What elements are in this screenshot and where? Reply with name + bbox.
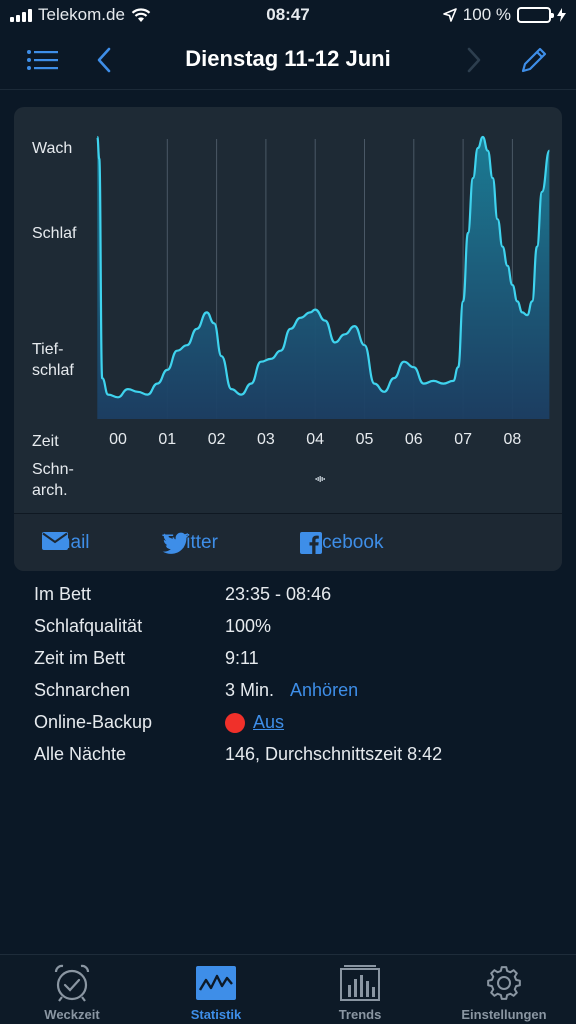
detail-row-alle-naechte: Alle Nächte 146, Durchschnittszeit 8:42 bbox=[0, 738, 576, 770]
sleep-chart-card: Wach Schlaf Tief- schlaf Zeit 00 01 02 03 04… bbox=[14, 107, 562, 571]
detail-key: Online-Backup bbox=[34, 712, 153, 732]
trends-bars-icon bbox=[340, 965, 380, 1001]
y-label-wach: Wach bbox=[32, 140, 73, 157]
detail-key: Schnarchen bbox=[34, 680, 131, 700]
next-day-button[interactable] bbox=[456, 42, 492, 78]
snore-mark bbox=[319, 476, 321, 482]
sleep-area bbox=[97, 137, 550, 419]
x-label-zeit: Zeit bbox=[32, 433, 59, 450]
detail-value: 9:11 bbox=[225, 648, 259, 668]
x-tick-label: 04 bbox=[306, 431, 325, 448]
facebook-icon bbox=[300, 532, 322, 554]
tab-bar: Weckzeit Statistik Trends bbox=[0, 954, 576, 1024]
share-row: Email Twitter Facebook bbox=[14, 513, 562, 571]
x-tick-label: 01 bbox=[158, 431, 177, 448]
twitter-bird-icon bbox=[162, 532, 189, 554]
share-twitter-button[interactable]: Twitter bbox=[162, 532, 218, 554]
tab-weckzeit[interactable]: Weckzeit bbox=[0, 963, 144, 1022]
x-tick-label: 02 bbox=[207, 431, 226, 448]
y-label-tiefschlaf-line2: schlaf bbox=[32, 362, 74, 379]
chevron-left-icon bbox=[97, 47, 111, 73]
snore-label-line1: Schn- bbox=[32, 461, 74, 478]
carrier-name: Telekom.de bbox=[38, 5, 125, 24]
status-left: Telekom.de bbox=[10, 5, 151, 25]
status-right: 100 % bbox=[442, 5, 566, 25]
snore-mark bbox=[323, 478, 325, 480]
backup-status-dot bbox=[225, 712, 245, 733]
detail-row-schlafqualitaet: Schlafqualität 100% bbox=[0, 610, 576, 642]
listen-snoring-link[interactable]: Anhören bbox=[290, 680, 359, 700]
x-tick-label: 07 bbox=[454, 431, 472, 448]
gear-outline bbox=[487, 966, 521, 1000]
tab-label: Trends bbox=[338, 1007, 382, 1022]
detail-value: 3 Min. bbox=[225, 680, 275, 700]
status-bar: Telekom.de 08:47 100 % bbox=[0, 0, 576, 30]
location-arrow-icon bbox=[442, 8, 457, 22]
x-tick-label: 06 bbox=[404, 431, 423, 448]
detail-value: 100% bbox=[225, 616, 272, 636]
detail-key: Zeit im Bett bbox=[34, 648, 126, 668]
wifi-icon bbox=[131, 8, 151, 22]
detail-row-zeit-im-bett: Zeit im Bett 9:11 bbox=[0, 642, 576, 674]
alarm-clock-icon bbox=[54, 964, 90, 1002]
charging-bolt-icon bbox=[557, 8, 566, 22]
list-menu-button[interactable] bbox=[24, 42, 60, 78]
detail-row-online-backup: Online-Backup Aus bbox=[0, 706, 576, 738]
tab-label: Statistik bbox=[190, 1007, 242, 1022]
snore-label: Schn- arch. bbox=[32, 459, 74, 501]
snore-mark bbox=[317, 477, 319, 481]
sleep-line bbox=[96, 135, 551, 399]
page-title: Dienstag 11-12 Juni bbox=[185, 46, 391, 71]
envelope-icon bbox=[42, 532, 68, 550]
pencil-icon bbox=[521, 47, 547, 73]
signal-bars-icon bbox=[10, 8, 32, 22]
y-label-tiefschlaf-line1: Tief- bbox=[32, 341, 64, 358]
online-backup-link[interactable]: Aus bbox=[253, 712, 285, 732]
battery-percent: 100 % bbox=[462, 5, 511, 24]
snore-mark bbox=[321, 477, 323, 481]
nav-bar: Dienstag 11-12 Juni bbox=[0, 30, 576, 90]
tab-label: Weckzeit bbox=[44, 1007, 100, 1022]
detail-value: 23:35 - 08:46 bbox=[225, 584, 332, 604]
x-tick-label: 05 bbox=[355, 431, 374, 448]
tab-label: Einstellungen bbox=[461, 1007, 547, 1022]
share-facebook-button[interactable]: Facebook bbox=[300, 532, 383, 554]
x-tick-label: 08 bbox=[503, 431, 522, 448]
list-icon bbox=[27, 50, 58, 70]
y-label-tiefschlaf: Tief- schlaf bbox=[32, 339, 74, 381]
chevron-right-icon bbox=[467, 47, 481, 73]
sleep-chart[interactable] bbox=[14, 107, 562, 513]
detail-row-schnarchen: Schnarchen 3 Min. Anhören bbox=[0, 674, 576, 706]
edit-button[interactable] bbox=[516, 42, 552, 78]
status-time: 08:47 bbox=[266, 5, 310, 24]
tab-statistik[interactable]: Statistik bbox=[144, 963, 288, 1022]
tab-einstellungen[interactable]: Einstellungen bbox=[432, 963, 576, 1022]
detail-key: Alle Nächte bbox=[34, 744, 127, 764]
share-email-button[interactable]: Email bbox=[42, 532, 90, 554]
battery-icon bbox=[517, 7, 554, 23]
snore-label-line2: arch. bbox=[32, 482, 68, 499]
tab-trends[interactable]: Trends bbox=[288, 963, 432, 1022]
y-label-schlaf: Schlaf bbox=[32, 225, 77, 242]
gear-icon bbox=[487, 966, 521, 1000]
x-tick-label: 03 bbox=[256, 431, 275, 448]
detail-key: Schlafqualität bbox=[34, 616, 143, 636]
detail-key: Im Bett bbox=[34, 584, 92, 604]
x-tick-label: 00 bbox=[109, 431, 127, 448]
previous-day-button[interactable] bbox=[86, 42, 122, 78]
detail-value: 146, Durchschnittszeit 8:42 bbox=[225, 744, 443, 764]
statistics-chart-icon bbox=[196, 966, 236, 1000]
detail-row-im-bett: Im Bett 23:35 - 08:46 bbox=[0, 578, 576, 610]
snore-marker bbox=[315, 476, 325, 482]
snore-mark bbox=[315, 478, 317, 480]
